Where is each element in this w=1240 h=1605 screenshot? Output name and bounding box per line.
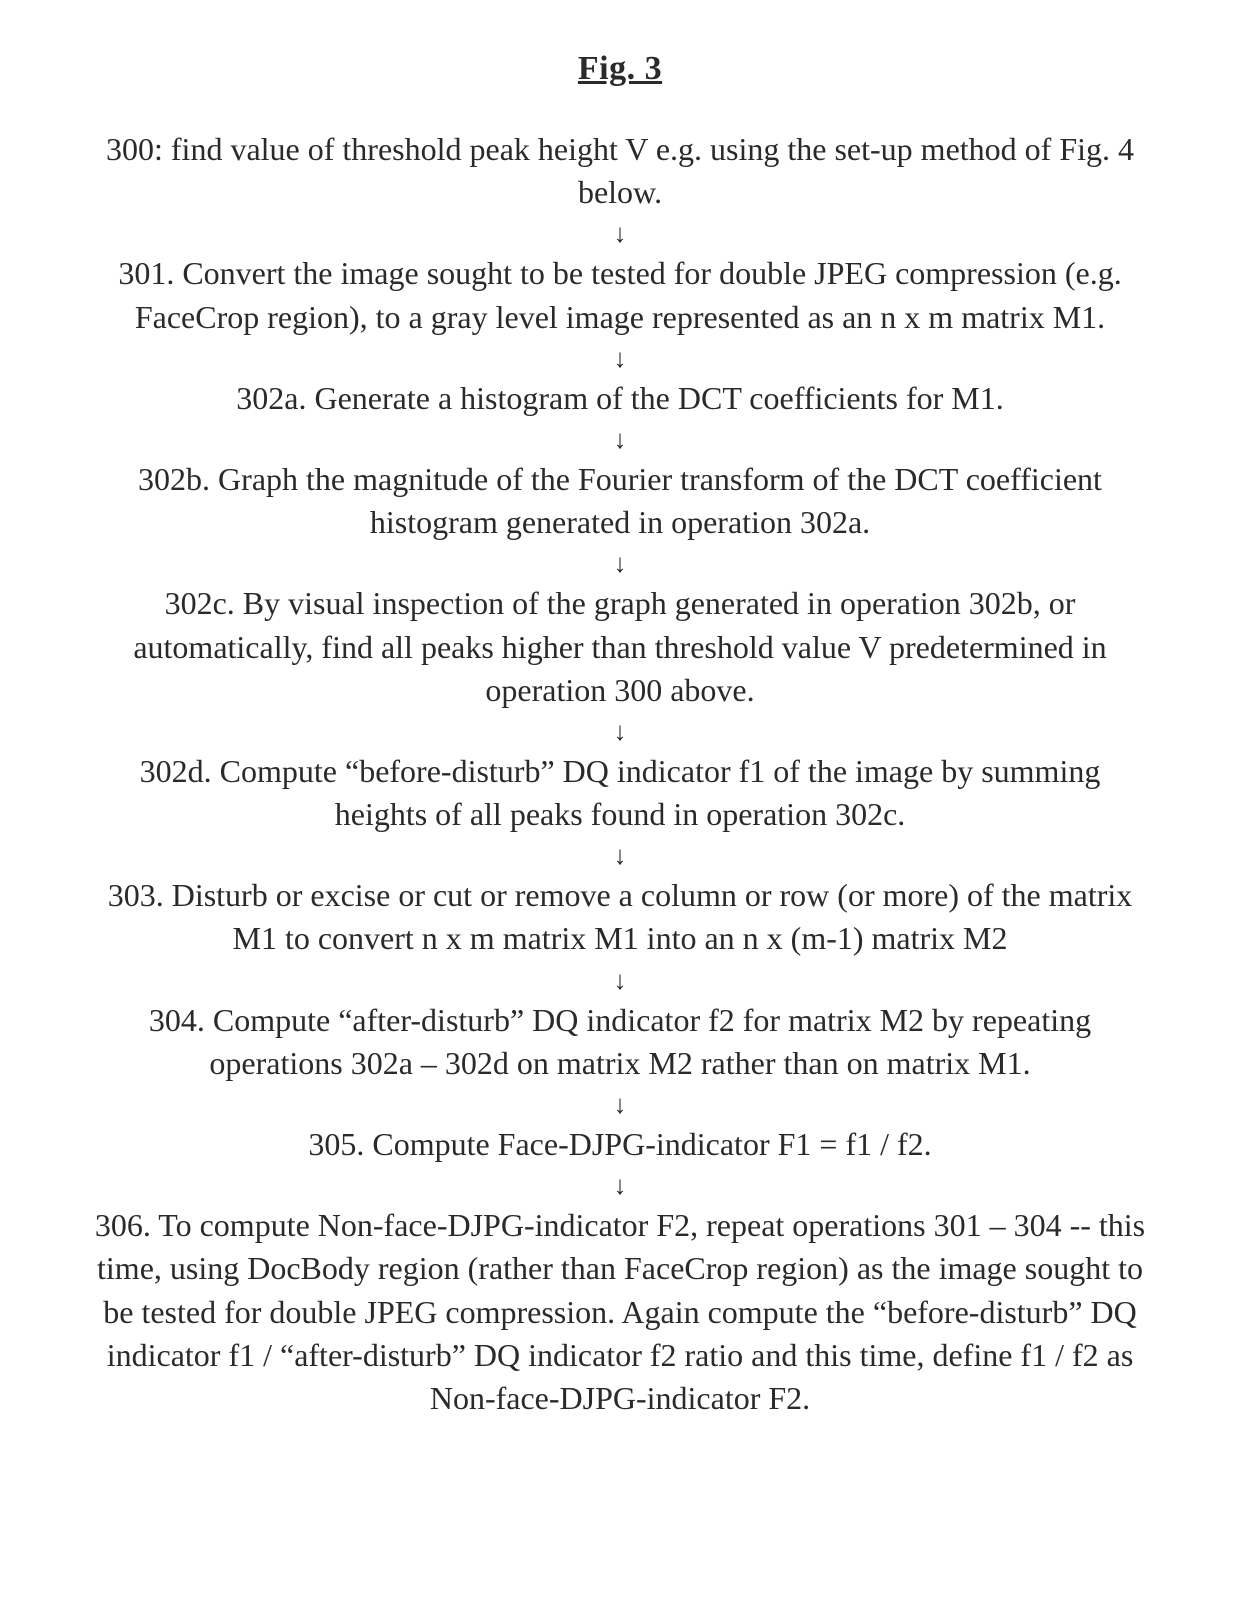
down-arrow-icon: ↓ <box>70 842 1170 868</box>
step-302b: 302b. Graph the magnitude of the Fourier… <box>90 458 1150 544</box>
down-arrow-icon: ↓ <box>70 220 1170 246</box>
figure-title: Fig. 3 <box>70 50 1170 88</box>
page: Fig. 3 300: find value of threshold peak… <box>0 0 1240 1605</box>
down-arrow-icon: ↓ <box>70 345 1170 371</box>
step-302a: 302a. Generate a histogram of the DCT co… <box>90 377 1150 420</box>
step-306: 306. To compute Non-face-DJPG-indicator … <box>90 1204 1150 1420</box>
down-arrow-icon: ↓ <box>70 426 1170 452</box>
down-arrow-icon: ↓ <box>70 718 1170 744</box>
step-301: 301. Convert the image sought to be test… <box>90 252 1150 338</box>
step-303: 303. Disturb or excise or cut or remove … <box>90 874 1150 960</box>
step-305: 305. Compute Face-DJPG-indicator F1 = f1… <box>90 1123 1150 1166</box>
step-300: 300: find value of threshold peak height… <box>90 128 1150 214</box>
down-arrow-icon: ↓ <box>70 1172 1170 1198</box>
step-302c: 302c. By visual inspection of the graph … <box>90 582 1150 712</box>
down-arrow-icon: ↓ <box>70 1091 1170 1117</box>
step-304: 304. Compute “after-disturb” DQ indicato… <box>90 999 1150 1085</box>
down-arrow-icon: ↓ <box>70 967 1170 993</box>
down-arrow-icon: ↓ <box>70 550 1170 576</box>
step-302d: 302d. Compute “before-disturb” DQ indica… <box>90 750 1150 836</box>
